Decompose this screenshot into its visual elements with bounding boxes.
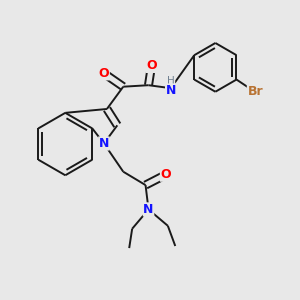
Text: Br: Br <box>248 85 263 98</box>
Text: H: H <box>167 76 175 86</box>
Text: N: N <box>99 137 109 150</box>
Text: O: O <box>146 59 157 72</box>
Text: N: N <box>143 203 154 216</box>
Text: O: O <box>99 67 109 80</box>
Text: N: N <box>166 84 176 97</box>
Text: O: O <box>160 168 171 181</box>
